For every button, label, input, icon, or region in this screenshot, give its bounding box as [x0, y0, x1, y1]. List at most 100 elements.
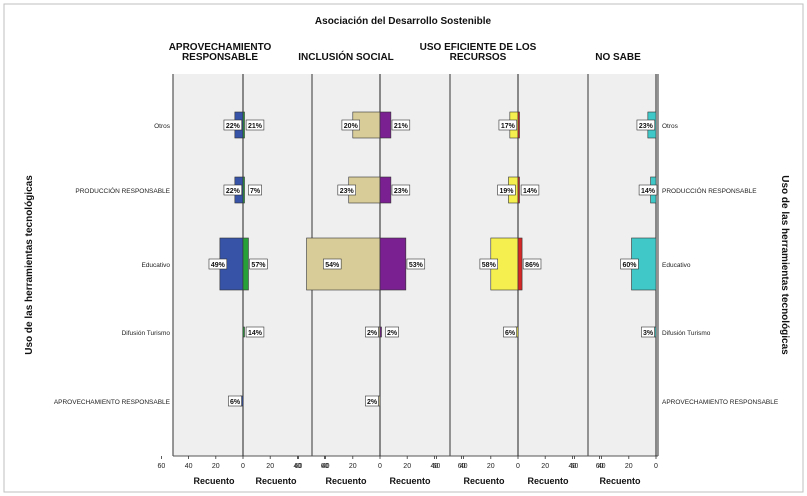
- data-label-left: 20%: [344, 123, 359, 130]
- tick-label: 40: [431, 463, 439, 470]
- panel-title: APROVECHAMIENTO: [169, 42, 272, 53]
- tick-label: 60: [571, 463, 579, 470]
- tick-label: 40: [569, 463, 577, 470]
- bar-right: [242, 176, 245, 204]
- category-label-left: APROVECHAMIENTO RESPONSABLE: [54, 399, 171, 406]
- data-label-left-box: [620, 258, 639, 270]
- data-label-left-box: [365, 326, 379, 338]
- data-label-left: 22%: [226, 123, 241, 130]
- x-axis-title: Recuento: [389, 476, 431, 486]
- data-label-left-box: [323, 258, 342, 270]
- data-label-left: 14%: [641, 188, 656, 195]
- tick-label: 60: [433, 463, 441, 470]
- data-label-right: 57%: [251, 262, 266, 269]
- panel-title: INCLUSIÓN SOCIAL: [298, 50, 394, 63]
- x-axis-title: Recuento: [255, 476, 297, 486]
- data-label-right: 7%: [250, 188, 261, 195]
- bar-left: [306, 237, 381, 291]
- y-axis-title-right: Uso de las herramientas tecnológicas: [779, 175, 790, 355]
- tick-label: 60: [158, 463, 166, 470]
- tick-label: 20: [403, 463, 411, 470]
- bar-right: [379, 176, 392, 204]
- category-label-right: Otros: [662, 123, 679, 130]
- data-label-right: 23%: [394, 188, 409, 195]
- x-axis-title: Recuento: [325, 476, 367, 486]
- data-label-left-box: [503, 326, 517, 338]
- data-label-left-box: [223, 184, 243, 196]
- x-axis-title: Recuento: [527, 476, 569, 486]
- tick-label: 60: [295, 463, 303, 470]
- data-label-left-box: [641, 326, 655, 338]
- panel-title: NO SABE: [595, 52, 641, 63]
- data-label-left: 23%: [340, 188, 355, 195]
- category-label-left: Otros: [154, 123, 171, 130]
- tick-label: 20: [625, 463, 633, 470]
- category-label-right: PRODUCCIÓN RESPONSABLE: [662, 186, 757, 195]
- data-label-right-box: [520, 184, 540, 196]
- bar-right: [242, 326, 245, 338]
- panel-title: RECURSOS: [450, 52, 507, 63]
- bar-left: [352, 111, 381, 139]
- data-label-right-box: [391, 184, 411, 196]
- tick-label: 20: [266, 463, 274, 470]
- tick-label: 0: [378, 463, 382, 470]
- category-label-left: Difusión Turismo: [122, 330, 171, 337]
- tick-label: 40: [598, 463, 606, 470]
- data-label-right-box: [406, 258, 426, 270]
- x-axis-title: Recuento: [463, 476, 505, 486]
- data-label-left: 22%: [226, 188, 241, 195]
- data-label-right: 21%: [394, 123, 409, 130]
- data-label-right-box: [391, 119, 411, 131]
- data-label-left-box: [341, 119, 360, 131]
- tick-label: 0: [654, 463, 658, 470]
- tick-label: 0: [516, 463, 520, 470]
- data-label-right-box: [245, 326, 265, 338]
- y-axis-title-left: Uso de las herramientas tecnológicas: [24, 175, 35, 355]
- tick-label: 60: [596, 463, 604, 470]
- tick-label: 20: [349, 463, 357, 470]
- data-label-left-box: [208, 258, 228, 270]
- tick-label: 20: [541, 463, 549, 470]
- bar-right: [379, 326, 382, 338]
- tick-label: 40: [294, 463, 302, 470]
- data-label-right-box: [522, 258, 542, 270]
- data-label-right: 21%: [248, 123, 263, 130]
- data-label-right: 14%: [248, 330, 263, 337]
- data-label-left: 60%: [623, 262, 638, 269]
- x-axis-title: Recuento: [193, 476, 235, 486]
- bar-right: [517, 237, 523, 291]
- tick-label: 20: [487, 463, 495, 470]
- data-label-left: 6%: [505, 330, 516, 337]
- category-label-left: Educativo: [141, 262, 170, 269]
- bar-right: [379, 111, 392, 139]
- tick-label: 20: [212, 463, 220, 470]
- data-label-left-box: [365, 395, 379, 407]
- data-label-left: 3%: [643, 330, 654, 337]
- category-label-right: Educativo: [662, 262, 691, 269]
- tick-label: 40: [322, 463, 330, 470]
- panel-title: RESPONSABLE: [182, 52, 258, 63]
- bar-right: [517, 176, 520, 204]
- tick-label: 60: [321, 463, 329, 470]
- data-label-left-box: [479, 258, 498, 270]
- data-label-left: 19%: [499, 188, 514, 195]
- bar-right: [242, 237, 249, 291]
- category-label-right: Difusión Turismo: [662, 330, 711, 337]
- data-label-left-box: [223, 119, 243, 131]
- tick-label: 0: [241, 463, 245, 470]
- data-label-right-box: [248, 184, 262, 196]
- data-label-right: 2%: [387, 330, 398, 337]
- bar-right: [517, 111, 520, 139]
- data-label-left: 2%: [367, 399, 378, 406]
- data-label-left: 54%: [325, 262, 340, 269]
- category-label-right: APROVECHAMIENTO RESPONSABLE: [662, 399, 779, 406]
- chart-title: Asociación del Desarrollo Sostenible: [315, 16, 492, 27]
- panel-title: USO EFICIENTE DE LOS: [420, 42, 537, 53]
- data-label-right-box: [245, 119, 265, 131]
- tick-label: 40: [460, 463, 468, 470]
- data-label-left-box: [498, 119, 518, 131]
- data-label-right: 86%: [525, 262, 540, 269]
- data-label-left: 58%: [482, 262, 497, 269]
- data-label-left: 23%: [639, 123, 654, 130]
